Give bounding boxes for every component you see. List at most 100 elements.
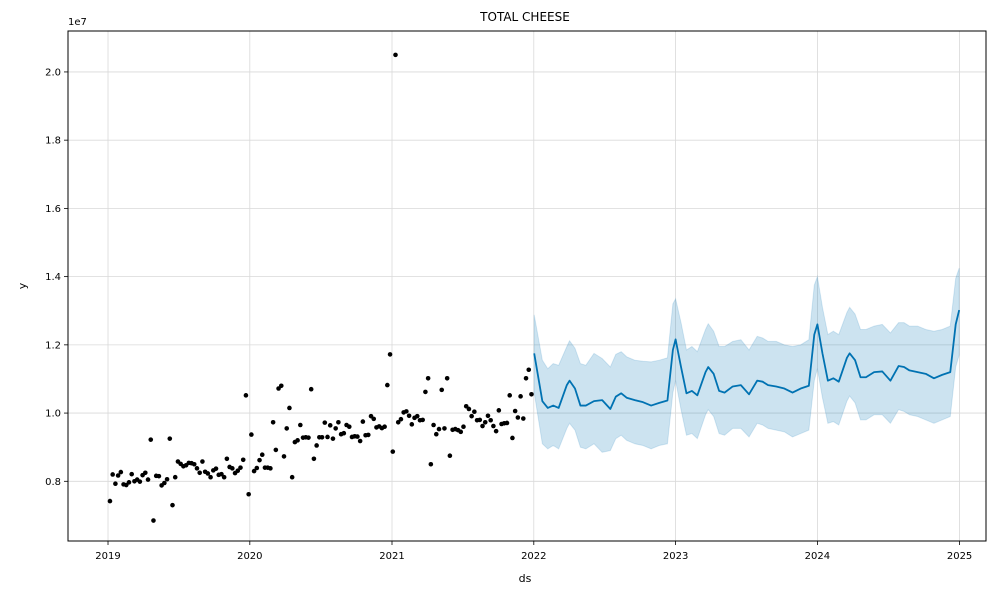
observed-point (382, 424, 387, 430)
observed-point (357, 438, 363, 444)
observed-point (458, 429, 464, 435)
observed-point (420, 417, 425, 423)
y-tick-label: 1.8 (45, 136, 61, 147)
observed-point (115, 473, 121, 478)
observed-point (118, 469, 124, 475)
y-tick-label: 1.0 (45, 409, 61, 420)
observed-point (330, 436, 336, 441)
observed-point (278, 383, 284, 389)
observed-point (414, 413, 420, 419)
observed-point (442, 426, 447, 431)
observed-point (268, 466, 273, 471)
observed-point (529, 392, 534, 397)
observed-point (208, 474, 213, 480)
observed-point (221, 474, 227, 480)
observed-point (423, 389, 428, 395)
observed-point (409, 422, 415, 427)
observed-point (518, 394, 523, 399)
observed-point (366, 432, 371, 438)
observed-point (273, 447, 279, 453)
x-tick-label: 2025 (947, 551, 972, 562)
observed-point (333, 426, 338, 431)
y-tick-label: 1.4 (45, 272, 61, 283)
observed-point (281, 454, 287, 459)
observed-point (148, 437, 154, 442)
observed-point (319, 434, 325, 440)
observed-point (284, 426, 290, 431)
observed-point (482, 419, 488, 425)
plot-frame (67, 30, 987, 542)
observed-point (107, 498, 113, 504)
observed-point (238, 465, 243, 470)
observed-point (240, 457, 246, 463)
observed-point (406, 413, 412, 419)
observed-point (249, 432, 254, 437)
forecast-line (533, 309, 961, 410)
observed-points (107, 52, 534, 523)
x-axis-ticks: 2019 2020 2021 2022 2023 2024 2025 (95, 541, 972, 562)
observed-point (346, 424, 352, 430)
observed-point (213, 466, 219, 471)
observed-point (191, 461, 197, 467)
observed-point (235, 468, 241, 474)
observed-point (325, 434, 330, 440)
observed-point (110, 472, 115, 477)
x-tick-label: 2021 (379, 551, 404, 562)
observed-point (197, 470, 202, 476)
observed-point (387, 352, 393, 357)
observed-point (287, 405, 292, 411)
observed-point (151, 518, 156, 523)
observed-point (164, 476, 170, 482)
observed-point (488, 417, 493, 423)
observed-point (469, 413, 474, 419)
observed-point (224, 456, 230, 462)
observed-point (496, 408, 502, 413)
observed-point (480, 423, 485, 429)
x-tick-label: 2023 (663, 551, 688, 562)
observed-point (126, 480, 132, 485)
observed-point (162, 480, 167, 486)
observed-point (485, 413, 491, 419)
observed-point (493, 428, 499, 434)
y-axis-ticks: 0.8 1.0 1.2 1.4 1.6 1.8 2.0 (45, 67, 68, 488)
x-tick-label: 2019 (95, 551, 120, 562)
observed-point (395, 419, 401, 425)
x-axis-label: ds (519, 572, 532, 585)
observed-point (341, 430, 347, 436)
observed-point (205, 471, 211, 476)
observed-point (360, 419, 366, 424)
observed-point (477, 417, 483, 423)
observed-point (322, 420, 328, 425)
observed-point (507, 393, 513, 398)
observed-point (404, 409, 409, 414)
observed-point (219, 471, 224, 477)
observed-point (491, 423, 496, 429)
observed-point (194, 466, 200, 471)
observed-point (270, 419, 276, 425)
plot-area (68, 31, 986, 541)
observed-point (145, 477, 151, 482)
observed-point (355, 434, 360, 439)
observed-point (425, 375, 431, 381)
observed-point (251, 468, 257, 474)
observed-point (390, 449, 396, 454)
observed-point (521, 416, 526, 421)
observed-point (295, 438, 300, 443)
observed-point (129, 471, 135, 477)
observed-point (371, 416, 377, 422)
observed-point (243, 393, 249, 398)
y-tick-label: 1.6 (45, 204, 61, 215)
x-tick-label: 2020 (237, 551, 262, 562)
observed-point (436, 426, 442, 432)
observed-point (515, 415, 521, 420)
observed-point (254, 465, 260, 471)
observed-point (466, 406, 472, 412)
observed-point (510, 435, 515, 441)
observed-point (523, 375, 529, 381)
observed-point (431, 422, 436, 428)
observed-point (433, 431, 439, 437)
chart-title: TOTAL CHEESE (479, 10, 570, 24)
observed-point (167, 436, 173, 441)
y-tick-label: 0.8 (45, 477, 61, 488)
